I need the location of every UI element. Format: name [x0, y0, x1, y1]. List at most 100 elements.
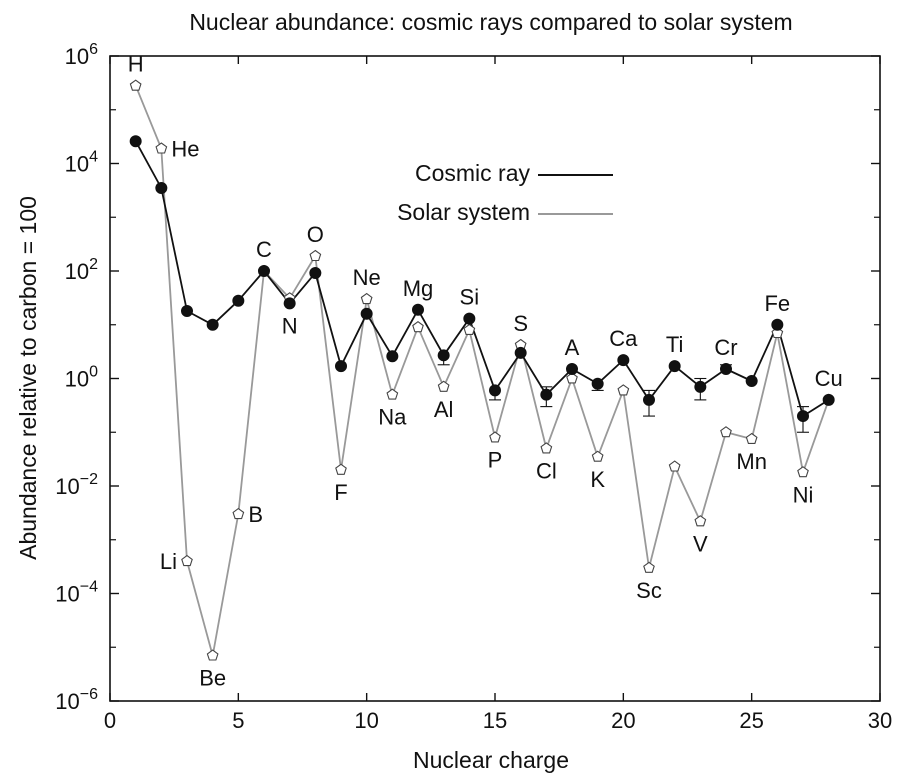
solar-system-point — [489, 431, 501, 443]
solar-system-point — [694, 515, 707, 527]
element-label: He — [171, 137, 199, 162]
x-tick-label: 15 — [483, 708, 507, 733]
cosmic-ray-point — [514, 346, 527, 359]
cosmic-ray-point — [822, 393, 835, 406]
cosmic-ray-point — [566, 363, 578, 376]
y-tick-label: 102 — [65, 256, 98, 284]
cosmic-ray-point — [412, 303, 424, 316]
legend: Cosmic ray Solar system — [397, 160, 613, 225]
element-label: Cu — [815, 366, 843, 391]
element-label: P — [488, 447, 503, 472]
x-tick-label: 10 — [354, 708, 378, 733]
cosmic-ray-point — [463, 312, 476, 325]
solar-system-point — [745, 432, 758, 444]
solar-system-point — [720, 426, 732, 438]
element-label: Li — [160, 549, 177, 574]
element-label: A — [565, 335, 580, 360]
solar-system-point — [129, 79, 142, 91]
cosmic-ray-point — [668, 360, 681, 373]
y-tick-label: 10−2 — [55, 471, 98, 499]
element-label: B — [248, 502, 263, 527]
x-tick-label: 20 — [611, 708, 635, 733]
y-tick-label: 106 — [65, 41, 98, 69]
series-line-cosmic-ray — [134, 140, 830, 418]
solar-system-point — [566, 372, 578, 384]
series-line-solar-system — [134, 85, 830, 657]
y-tick-label: 10−4 — [55, 579, 98, 607]
cosmic-ray-point — [591, 377, 604, 390]
element-label: Ne — [353, 265, 381, 290]
solar-system-point — [668, 460, 681, 472]
solar-system-point — [232, 507, 245, 520]
cosmic-ray-point — [489, 384, 501, 397]
element-label: C — [256, 237, 272, 262]
cosmic-ray-point — [258, 265, 270, 277]
cosmic-ray-point — [386, 350, 399, 363]
element-label: Cr — [714, 335, 737, 360]
plot-frame — [109, 55, 881, 702]
solar-system-point — [463, 323, 476, 335]
element-label: Sc — [636, 578, 662, 603]
cosmic-ray-point — [771, 318, 784, 331]
solar-system-point — [386, 388, 399, 400]
y-tick-label: 104 — [65, 149, 98, 177]
y-tick-label: 10−6 — [55, 686, 98, 714]
cosmic-ray-point — [155, 182, 168, 195]
x-axis-label: Nuclear charge — [413, 747, 569, 773]
cosmic-ray-point — [720, 363, 732, 376]
legend-label-cosmic-ray: Cosmic ray — [415, 160, 531, 186]
element-label: Cl — [536, 458, 557, 483]
cosmic-ray-point — [797, 410, 809, 423]
element-label: Ti — [666, 332, 684, 357]
x-tick-label: 25 — [739, 708, 763, 733]
solar-system-point — [181, 554, 193, 567]
cosmic-ray-point — [335, 360, 347, 373]
solar-system-point — [335, 463, 347, 475]
cosmic-ray-point — [181, 305, 193, 318]
element-label: Si — [460, 285, 480, 310]
element-label: K — [590, 467, 605, 492]
cosmic-ray-point — [694, 380, 707, 393]
element-label: H — [128, 52, 144, 77]
solar-system-point — [309, 249, 322, 262]
cosmic-ray-point — [206, 318, 219, 331]
x-tick-label: 0 — [104, 708, 116, 733]
element-label: Mn — [736, 449, 767, 474]
element-label: F — [334, 480, 347, 505]
element-label: Mg — [403, 276, 434, 301]
solar-system-point — [617, 384, 630, 396]
element-label: Na — [378, 405, 407, 430]
solar-system-point — [540, 442, 553, 454]
element-label: Ni — [793, 482, 814, 507]
element-label: O — [307, 222, 324, 247]
element-label: N — [282, 313, 298, 338]
element-label: S — [513, 311, 528, 336]
solar-system-point — [437, 380, 450, 392]
solar-system-point — [643, 561, 655, 573]
cosmic-ray-point — [283, 297, 296, 310]
solar-system-point — [797, 466, 809, 478]
cosmic-ray-point — [540, 388, 553, 401]
cosmic-ray-point — [360, 307, 373, 320]
solar-system-point — [360, 292, 373, 305]
y-tick-label: 100 — [65, 364, 98, 392]
x-tick-label: 5 — [232, 708, 244, 733]
cosmic-ray-point — [309, 266, 322, 279]
cosmic-ray-point — [232, 294, 245, 307]
cosmic-ray-point — [617, 354, 630, 367]
solar-system-point — [155, 142, 168, 154]
legend-label-solar-system: Solar system — [397, 199, 530, 225]
chart-title: Nuclear abundance: cosmic rays compared … — [189, 9, 792, 35]
element-label: Be — [199, 666, 226, 691]
solar-system-point — [412, 321, 424, 333]
element-label: Al — [434, 397, 454, 422]
element-label: Ca — [609, 326, 638, 351]
y-axis-label: Abundance relative to carbon = 100 — [15, 196, 41, 560]
cosmic-ray-point — [643, 393, 655, 406]
x-tick-label: 30 — [868, 708, 892, 733]
cosmic-ray-point — [745, 374, 758, 387]
solar-system-point — [206, 649, 219, 661]
cosmic-ray-point — [129, 135, 142, 148]
cosmic-ray-point — [437, 349, 450, 362]
